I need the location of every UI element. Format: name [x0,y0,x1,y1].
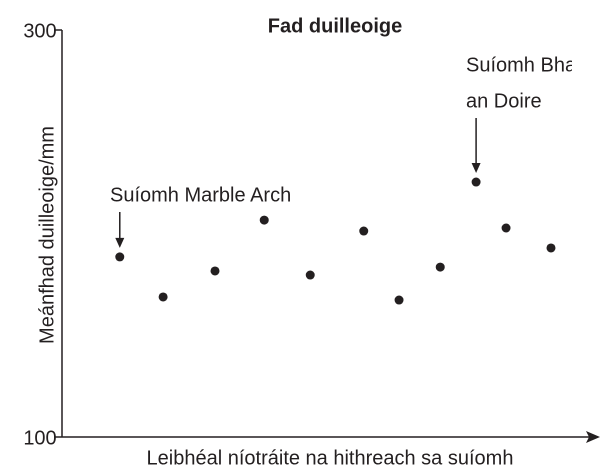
x-axis-label: Leibhéal níotráite na hithreach sa suíom… [147,447,514,469]
point [359,226,369,236]
point [471,177,481,187]
annotation-arrowhead [471,163,481,174]
annotation: Suíomh Bhaile [466,54,596,76]
point [115,252,125,262]
point [158,292,168,302]
point [210,266,220,276]
chart-title: Fad duilleoige [268,15,402,37]
point [546,243,556,253]
y-tick-label: 300 [23,20,56,42]
annotation-arrowhead [115,237,125,248]
annotation: Suíomh Marble Arch [110,184,291,206]
point [394,295,404,305]
point [501,223,511,233]
point [305,270,315,280]
point [435,262,445,272]
x-axis-arrow [586,431,600,443]
y-axis-label: Meánfhad duilleoige/mm [36,126,58,344]
y-tick-label: 100 [23,427,56,449]
annotation: an Doire [466,90,542,112]
point [259,215,269,225]
